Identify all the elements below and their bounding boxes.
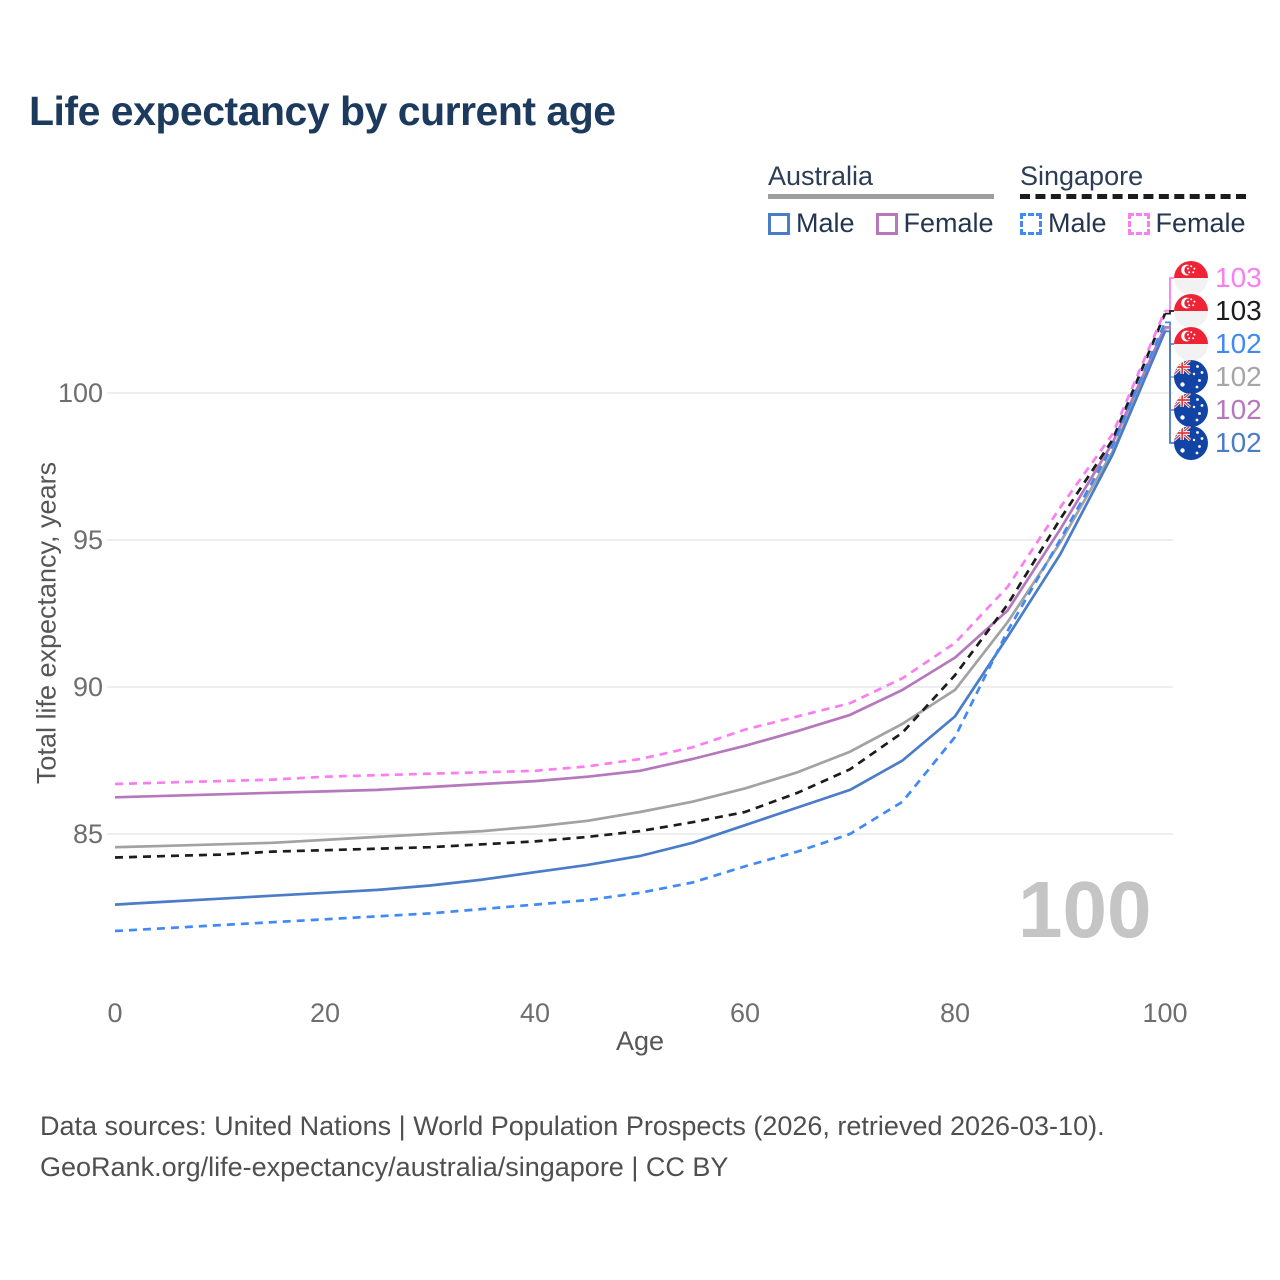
end-value: 102: [1215, 361, 1262, 392]
x-tick-60: 60: [730, 998, 760, 1028]
end-value: 102: [1215, 328, 1262, 359]
series-line-singapore: [114, 313, 1167, 859]
australia-male-swatch: [768, 212, 790, 235]
y-tick-100: 100: [58, 378, 103, 408]
end-value: 102: [1215, 394, 1262, 425]
x-axis-title: Age: [616, 1026, 664, 1056]
end-label-australia-male: 102: [1174, 426, 1262, 460]
series-line-australia: [114, 327, 1167, 849]
legend-australia-label: Australia: [768, 161, 874, 191]
attribution-text: GeoRank.org/life-expectancy/australia/si…: [40, 1152, 729, 1182]
end-label-connectors: [1165, 277, 1174, 444]
footer: Data sources: United Nations | World Pop…: [40, 1106, 1105, 1188]
end-value: 103: [1215, 262, 1262, 293]
series-line-singapore-female: [114, 310, 1167, 786]
legend-item-singapore-male[interactable]: Male: [1020, 208, 1107, 239]
x-tick-80: 80: [940, 998, 970, 1028]
singapore-male-swatch: [1020, 212, 1042, 235]
series-line-australia-female: [114, 326, 1167, 799]
legend-label: Male: [796, 208, 855, 238]
end-label-australia-female: 102: [1174, 393, 1262, 427]
series-line-singapore-male: [114, 321, 1167, 933]
connector-singapore-female: [1165, 277, 1174, 312]
singapore-flag-icon: [1174, 327, 1208, 361]
singapore-flag-icon: [1174, 294, 1208, 328]
data-sources-text: Data sources: United Nations | World Pop…: [40, 1111, 1105, 1141]
end-label-singapore-total: 103: [1174, 294, 1262, 328]
legend-item-singapore-female[interactable]: Female: [1127, 208, 1246, 239]
australia-flag-icon: [1174, 360, 1208, 394]
australia-flag-icon: [1174, 393, 1208, 427]
legend-group-australia: Australia Male Female: [768, 161, 994, 239]
y-tick-85: 85: [73, 819, 103, 849]
x-axis-ticks: 0 20 40 60 80 100: [107, 998, 1187, 1028]
page-title: Life expectancy by current age: [29, 88, 616, 134]
end-label-singapore-male: 102: [1174, 327, 1262, 361]
gridlines: [107, 392, 1173, 835]
legend-label: Female: [1155, 208, 1246, 238]
connector-australia-male: [1165, 330, 1174, 444]
y-tick-90: 90: [73, 672, 103, 702]
y-tick-95: 95: [73, 525, 103, 555]
end-label-singapore-female: 103: [1174, 261, 1262, 295]
singapore-female-swatch: [1127, 212, 1150, 235]
legend-label: Male: [1048, 208, 1107, 238]
age-counter-watermark: 100: [1018, 865, 1152, 954]
australia-female-swatch: [875, 212, 898, 235]
end-value: 102: [1215, 427, 1262, 458]
legend-label: Female: [903, 208, 994, 238]
legend-item-australia-male[interactable]: Male: [768, 208, 855, 239]
legend-singapore-line-swatch: [1020, 194, 1246, 199]
australia-flag-icon: [1174, 426, 1208, 460]
x-tick-20: 20: [310, 998, 340, 1028]
legend-item-australia-female[interactable]: Female: [875, 208, 994, 239]
singapore-flag-icon: [1174, 261, 1208, 295]
series-line-australia-male: [114, 330, 1167, 906]
series-lines: [114, 310, 1167, 933]
legend-group-singapore: Singapore Male Female: [1020, 161, 1246, 239]
connector-singapore: [1165, 310, 1174, 315]
y-axis-ticks: 85 90 95 100: [58, 378, 103, 849]
legend-singapore-label: Singapore: [1020, 161, 1144, 191]
x-tick-0: 0: [107, 998, 122, 1028]
y-axis-title: Total life expectancy, years: [31, 461, 62, 785]
end-label-australia-total: 102: [1174, 360, 1262, 394]
legend-australia-line-swatch: [768, 194, 994, 199]
x-tick-40: 40: [520, 998, 550, 1028]
x-tick-100: 100: [1142, 998, 1187, 1028]
end-value: 103: [1215, 295, 1262, 326]
